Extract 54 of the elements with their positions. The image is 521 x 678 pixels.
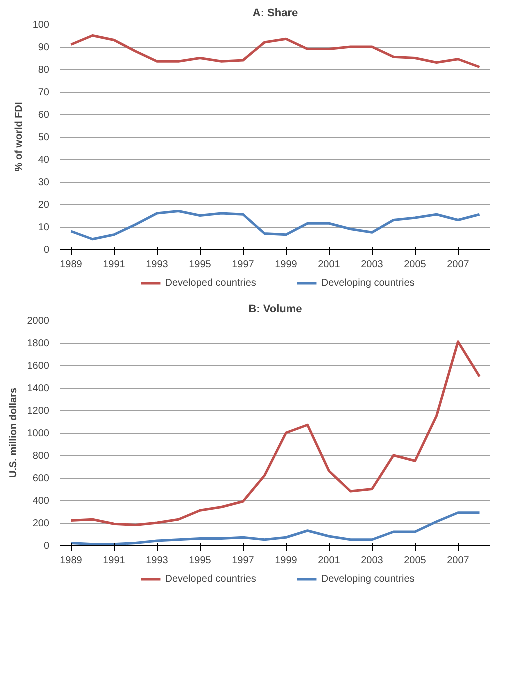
y-tick-label: 1400: [27, 384, 50, 394]
x-tick-label: 2001: [318, 260, 341, 270]
legend-label: Developed countries: [165, 574, 256, 584]
y-tick-label: 10: [38, 222, 50, 234]
x-tick-label: 2007: [447, 556, 470, 566]
legend-label: Developing countries: [321, 278, 415, 288]
line-series: [70, 210, 481, 241]
y-tick-label: 200: [32, 518, 50, 530]
y-axis-title: % of world FDI: [14, 102, 25, 172]
x-tick-label: 1997: [232, 260, 255, 270]
y-tick-label: 50: [38, 132, 50, 144]
x-tick-label: 1993: [146, 260, 169, 270]
y-tick-label: 1600: [27, 361, 50, 372]
x-tick-label: 1993: [146, 556, 169, 566]
x-tick-label: 1999: [275, 260, 298, 270]
line-series: [70, 512, 481, 546]
y-tick-label: 800: [32, 451, 50, 462]
x-tick-label: 1989: [60, 260, 83, 270]
x-tick-label: 1995: [189, 260, 212, 270]
x-tick-label: 1997: [232, 556, 255, 566]
y-tick-label: 100: [32, 20, 50, 31]
x-tick-label: 1991: [103, 556, 126, 566]
line-series: [70, 34, 481, 68]
y-tick-label: 40: [38, 155, 50, 166]
y-tick-label: 90: [38, 42, 50, 54]
y-tick-label: 60: [38, 110, 50, 121]
y-tick-label: 1200: [27, 406, 50, 417]
chart-title: B: Volume: [248, 304, 302, 316]
x-tick-label: 2005: [404, 556, 427, 566]
x-tick-label: 1995: [189, 556, 212, 566]
y-tick-label: 80: [38, 65, 50, 76]
y-tick-label: 600: [32, 474, 50, 484]
x-tick-label: 1991: [103, 260, 126, 270]
x-tick-label: 1999: [275, 556, 298, 566]
y-tick-label: 70: [38, 88, 50, 98]
x-tick-label: 2005: [404, 260, 427, 270]
x-tick-label: 2003: [361, 556, 384, 566]
legend-label: Developing countries: [321, 574, 415, 584]
x-tick-label: 2007: [447, 260, 470, 270]
x-tick-label: 2003: [361, 260, 384, 270]
y-tick-label: 0: [44, 541, 50, 552]
y-tick-label: 1800: [27, 338, 50, 350]
y-tick-label: 20: [38, 200, 50, 211]
x-tick-label: 1989: [60, 556, 83, 566]
y-tick-label: 1000: [27, 428, 50, 440]
y-tick-label: 30: [38, 178, 50, 188]
y-tick-label: 2000: [27, 316, 50, 327]
y-axis-title: U.S. million dollars: [8, 388, 20, 478]
line-series: [70, 340, 481, 526]
chart-title: A: Share: [252, 8, 298, 20]
y-tick-label: 400: [32, 496, 50, 507]
legend-label: Developed countries: [165, 278, 256, 288]
x-tick-label: 2001: [318, 556, 341, 566]
y-tick-label: 0: [44, 245, 50, 256]
